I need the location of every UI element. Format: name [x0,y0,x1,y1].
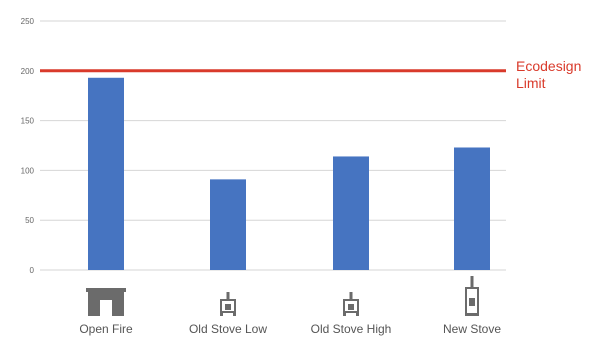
bar-open-fire [88,77,124,270]
x-category-label: Old Stove High [311,322,392,336]
ecodesign-limit-label-line: Limit [516,75,546,91]
ecodesign-limit: Ecodesign Limit [40,58,581,91]
y-tick-label: 250 [21,17,35,26]
y-tick-label: 150 [21,117,35,126]
open-fire-icon [86,288,126,316]
old-stove-high-icon [343,292,359,316]
ecodesign-limit-label: Ecodesign Limit [516,58,581,91]
category-icons [86,276,479,316]
x-category-label: Old Stove Low [189,322,267,336]
y-tick-label: 0 [30,266,35,275]
x-axis-category-labels: Open Fire Old Stove Low Old Stove High New … [79,322,501,336]
bar-old-stove-high [333,156,369,270]
bar-new-stove [454,147,490,270]
new-stove-icon [465,276,479,316]
y-tick-label: 200 [21,67,35,76]
x-category-label: New Stove [443,322,501,336]
y-tick-label: 50 [25,216,34,225]
bars [88,77,490,270]
old-stove-low-icon [220,292,236,316]
bar-old-stove-low [210,179,246,270]
x-category-label: Open Fire [79,322,133,336]
ecodesign-limit-label-line: Ecodesign [516,58,581,74]
y-tick-label: 100 [21,166,35,175]
y-axis-tick-labels: 0 50 100 150 200 250 [21,17,35,275]
